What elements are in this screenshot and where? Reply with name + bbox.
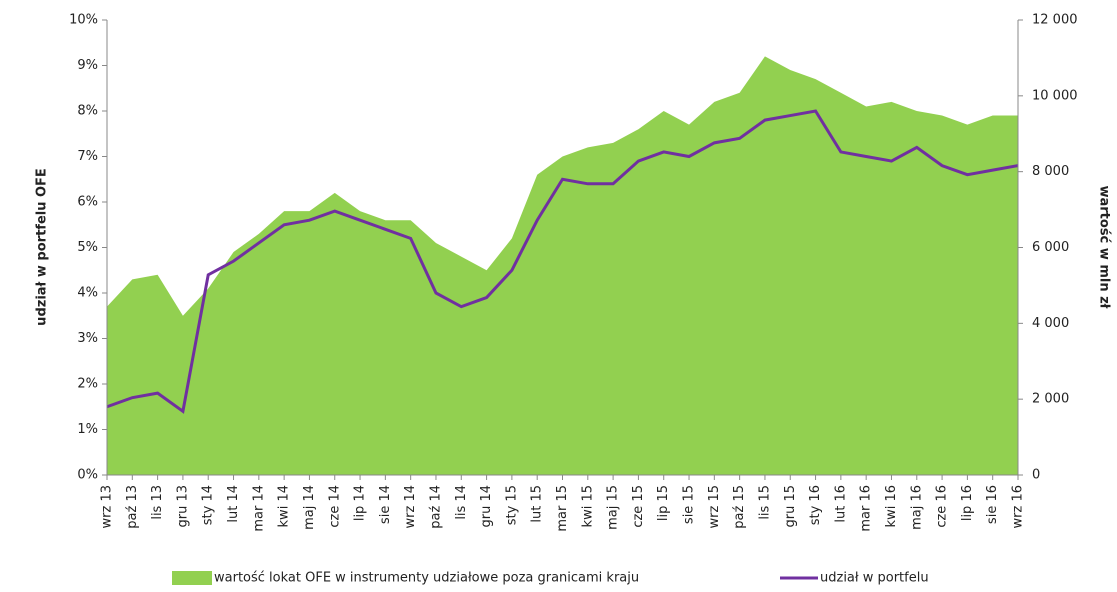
x-tick-label: lut 14 [226,485,241,523]
x-tick-label: kwi 15 [580,485,595,527]
y-tick-label: 1% [77,422,98,437]
x-tick-label: paź 15 [732,485,747,529]
x-tick-label: sie 14 [378,485,393,524]
y2-tick-label: 10 000 [1032,88,1078,103]
y2-tick-label: 12 000 [1032,13,1078,28]
x-tick-label: mar 14 [251,485,266,532]
x-tick-label: cze 14 [327,485,342,528]
y-tick-label: 2% [77,377,98,392]
x-tick-label: lip 16 [960,485,975,521]
x-tick-label: kwi 16 [884,485,899,527]
x-tick-label: kwi 14 [277,485,292,527]
x-tick-label: paź 14 [428,485,443,529]
x-tick-label: lis 13 [150,485,165,520]
y2-tick-label: 2 000 [1032,392,1069,407]
y-axis-title: udział w portfelu OFE [35,168,50,326]
y2-tick-label: 8 000 [1032,164,1069,179]
x-tick-label: gru 14 [479,485,494,528]
x-tick-label: lis 15 [757,485,772,520]
y-tick-label: 9% [77,58,98,73]
x-tick-label: maj 14 [302,485,317,530]
x-tick-label: paź 13 [125,485,140,529]
y2-axis-title: wartość w mln zł [1097,185,1112,309]
y2-tick-label: 6 000 [1032,240,1069,255]
x-tick-label: gru 15 [783,485,798,528]
legend-swatch [172,571,212,585]
x-tick-label: lis 14 [454,485,469,520]
x-tick-label: lut 15 [530,485,545,523]
y-tick-label: 8% [77,104,98,119]
y-tick-label: 3% [77,331,98,346]
y-tick-label: 0% [77,468,98,483]
x-tick-label: cze 15 [631,485,646,528]
x-tick-label: maj 16 [909,485,924,530]
legend-label: udział w portfelu [820,571,929,586]
x-tick-label: lip 15 [656,485,671,521]
y-tick-label: 10% [69,13,98,28]
y-tick-label: 7% [77,149,98,164]
x-tick-label: sty 16 [808,485,823,525]
x-tick-label: sie 15 [682,485,697,524]
x-tick-label: maj 15 [606,485,621,530]
y2-tick-label: 0 [1032,468,1040,483]
x-tick-label: mar 15 [555,485,570,532]
legend-label: wartość lokat OFE w instrumenty udziałow… [214,571,639,586]
x-tick-label: sie 16 [985,485,1000,524]
x-tick-label: wrz 16 [1011,485,1026,528]
y2-tick-label: 4 000 [1032,316,1069,331]
x-tick-label: cze 16 [935,485,950,528]
x-tick-label: wrz 13 [100,485,115,528]
y-tick-label: 4% [77,286,98,301]
x-tick-label: sty 15 [504,485,519,525]
line [106,109,1019,414]
y-tick-label: 5% [77,240,98,255]
x-tick-label: mar 16 [859,485,874,532]
x-tick-label: lut 16 [833,485,848,523]
x-tick-label: gru 13 [175,485,190,528]
x-tick-label: lip 14 [353,485,368,521]
x-tick-label: sty 14 [201,485,216,525]
x-tick-label: wrz 15 [707,485,722,528]
area [107,56,1018,476]
x-tick-label: wrz 14 [403,485,418,528]
y-tick-label: 6% [77,195,98,210]
